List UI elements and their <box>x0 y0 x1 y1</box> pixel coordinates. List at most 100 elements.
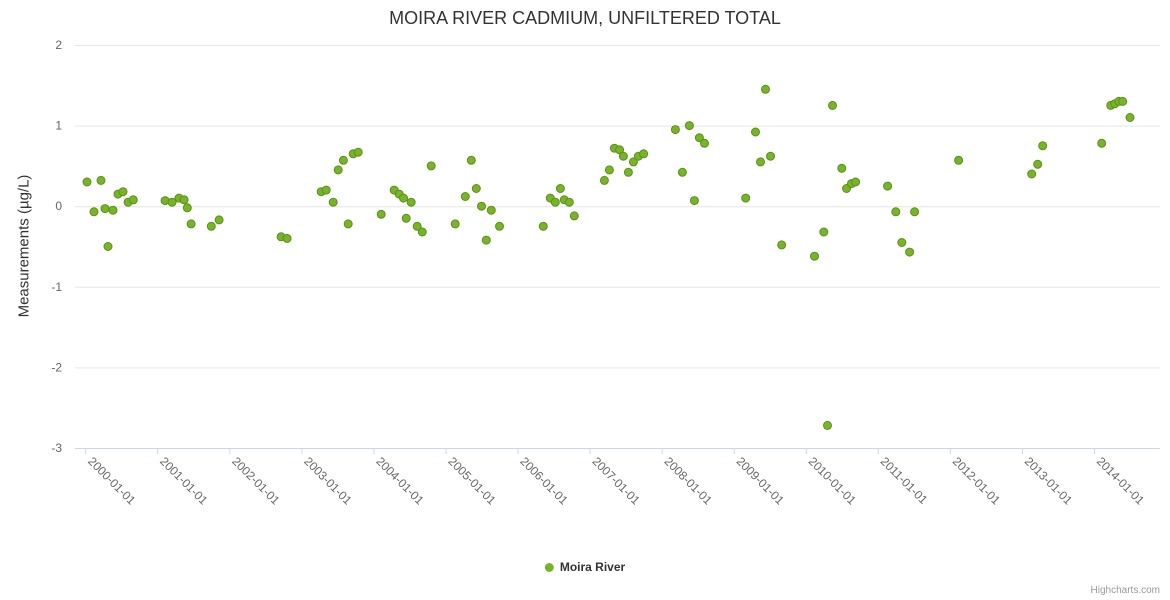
data-point[interactable] <box>1097 138 1107 148</box>
data-point[interactable] <box>1033 159 1043 169</box>
y-tick-label: -3 <box>51 441 62 455</box>
y-tick-label: -1 <box>51 280 62 294</box>
data-point[interactable] <box>128 195 138 205</box>
data-point[interactable] <box>564 197 574 207</box>
data-point[interactable] <box>766 151 775 161</box>
x-tick-label: 2009-01-01 <box>734 454 788 508</box>
data-point[interactable] <box>628 157 638 167</box>
chart-title: MOIRA RIVER CADMIUM, UNFILTERED TOTAL <box>389 8 781 28</box>
data-point[interactable] <box>417 227 427 237</box>
data-point[interactable] <box>89 207 99 217</box>
data-point[interactable] <box>182 203 192 213</box>
y-tick-label: 2 <box>55 38 62 52</box>
data-point[interactable] <box>282 233 292 243</box>
data-point[interactable] <box>883 181 893 191</box>
data-point[interactable] <box>604 165 614 175</box>
data-point[interactable] <box>756 157 765 167</box>
data-point[interactable] <box>333 165 343 175</box>
data-point[interactable] <box>376 209 386 219</box>
x-tick-label: 2007-01-01 <box>589 454 643 508</box>
x-tick-label: 2010-01-01 <box>806 454 860 508</box>
data-point[interactable] <box>353 147 363 157</box>
data-point[interactable] <box>851 177 861 187</box>
data-point[interactable] <box>823 420 832 430</box>
data-point[interactable] <box>910 207 920 217</box>
data-point[interactable] <box>343 219 353 229</box>
data-point[interactable] <box>777 240 787 250</box>
data-point[interactable] <box>214 215 224 225</box>
data-point[interactable] <box>477 201 486 211</box>
data-point[interactable] <box>495 221 504 231</box>
data-point[interactable] <box>550 197 560 207</box>
legend-label: Moira River <box>559 560 626 574</box>
data-point[interactable] <box>426 161 436 171</box>
data-point[interactable] <box>460 192 470 201</box>
data-point[interactable] <box>555 184 565 193</box>
data-point[interactable] <box>1118 96 1128 106</box>
data-point[interactable] <box>897 238 907 247</box>
data-point[interactable] <box>108 205 118 215</box>
data-point[interactable] <box>179 195 189 205</box>
data-point[interactable] <box>599 175 609 185</box>
data-point[interactable] <box>471 184 481 193</box>
x-tick-label: 2011-01-01 <box>878 454 931 507</box>
data-point[interactable] <box>399 193 408 203</box>
data-point[interactable] <box>618 151 628 161</box>
data-point[interactable] <box>321 185 331 195</box>
data-point[interactable] <box>96 175 106 185</box>
data-point[interactable] <box>466 155 476 165</box>
data-point[interactable] <box>186 219 196 229</box>
legend-marker-icon <box>544 562 554 572</box>
data-point[interactable] <box>623 167 633 177</box>
x-tick-label: 2006-01-01 <box>517 454 571 508</box>
x-tick-label: 2001-01-01 <box>157 454 211 508</box>
data-point[interactable] <box>486 205 496 215</box>
data-point[interactable] <box>206 221 216 231</box>
data-point[interactable] <box>761 84 770 94</box>
data-point[interactable] <box>103 242 113 251</box>
data-point[interactable] <box>412 221 422 231</box>
data-point[interactable] <box>700 138 709 148</box>
x-tick-label: 2012-01-01 <box>950 454 1004 508</box>
data-point[interactable] <box>406 197 416 207</box>
data-point[interactable] <box>1027 169 1037 179</box>
data-point[interactable] <box>905 247 915 257</box>
x-tick-label: 2008-01-01 <box>662 454 716 508</box>
data-point[interactable] <box>837 163 847 173</box>
data-point[interactable] <box>328 197 338 207</box>
data-point[interactable] <box>828 100 837 110</box>
data-point[interactable] <box>118 187 128 197</box>
x-tick-label: 2004-01-01 <box>373 454 427 508</box>
data-point[interactable] <box>167 197 177 207</box>
x-tick-label: 2005-01-01 <box>445 454 499 508</box>
highcharts-credits-link[interactable]: Highcharts.com <box>1090 585 1160 596</box>
legend-item[interactable]: Moira River <box>544 560 626 574</box>
data-point[interactable] <box>569 211 579 221</box>
data-point[interactable] <box>891 207 901 217</box>
data-point[interactable] <box>689 196 699 206</box>
data-point[interactable] <box>694 133 704 143</box>
data-point[interactable] <box>100 204 110 214</box>
data-point[interactable] <box>538 221 548 231</box>
data-point[interactable] <box>639 149 649 159</box>
y-tick-label: -2 <box>51 360 62 374</box>
data-point[interactable] <box>819 227 829 237</box>
data-point[interactable] <box>810 251 819 261</box>
data-point[interactable] <box>401 213 411 223</box>
data-point[interactable] <box>751 127 760 137</box>
data-point[interactable] <box>677 167 687 177</box>
data-point[interactable] <box>1125 113 1135 122</box>
y-tick-label: 0 <box>55 199 62 213</box>
data-point[interactable] <box>450 219 460 229</box>
data-point[interactable] <box>82 177 92 187</box>
data-point[interactable] <box>1038 141 1048 151</box>
data-point[interactable] <box>684 121 694 131</box>
data-point[interactable] <box>481 235 491 245</box>
data-point[interactable] <box>954 155 964 165</box>
data-point[interactable] <box>338 155 348 165</box>
x-tick-label: 2003-01-01 <box>301 454 355 508</box>
data-point[interactable] <box>741 193 751 203</box>
data-point[interactable] <box>670 125 680 135</box>
